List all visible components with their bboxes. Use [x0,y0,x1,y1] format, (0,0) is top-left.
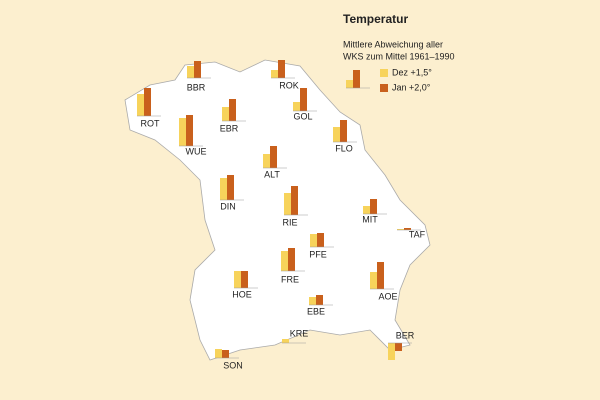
station-label: RIE [282,217,297,227]
station-label: ROK [279,80,299,90]
station-label: KRE [290,328,309,338]
bar [271,70,278,78]
bar [404,228,411,230]
bar [288,248,295,271]
bar [316,295,323,305]
bar [179,118,186,146]
bar [317,233,324,247]
bar [333,127,340,142]
bar [263,154,270,168]
station-label: BBR [187,82,206,92]
subtitle: Mittlere Abweichung aller [343,39,443,49]
station-label: MIT [362,214,378,224]
station-label: BER [396,330,415,340]
bar [377,262,384,289]
bavaria-outline [124,59,431,361]
bar [220,178,227,200]
bar [395,343,402,351]
station-label: PFE [309,249,327,259]
legend-icon [353,70,360,88]
station-label: FRE [281,274,299,284]
bar [194,61,201,78]
station-label: TAF [409,229,426,239]
bar [241,271,248,288]
bar [227,175,234,200]
bar [229,99,236,121]
bar [293,102,300,111]
bar [270,146,277,168]
bar [186,115,193,146]
bar [300,88,307,111]
station-label: WUE [186,146,207,156]
station-label: DIN [220,201,236,211]
bar [278,60,285,78]
bar [222,350,229,358]
bar [284,193,291,215]
bar [222,107,229,121]
station-label: SON [223,360,243,370]
bar [340,120,347,142]
station-label: ROT [141,118,161,128]
bar [282,339,289,343]
legend-label: Jan +2,0° [392,82,431,92]
legend-label: Dez +1,5° [392,67,432,77]
bar [281,251,288,271]
bar [215,349,222,358]
bar [397,229,404,230]
station-label: FLO [335,143,353,153]
station-label: AOE [378,291,397,301]
station-label: EBR [220,123,239,133]
bar [388,343,395,360]
bar [234,271,241,288]
bar [137,94,144,116]
bar [187,66,194,78]
title: Temperatur [343,12,408,26]
station-label: GOL [293,111,312,121]
bar [363,206,370,214]
legend-swatch [380,84,388,92]
legend-swatch [380,69,388,77]
station-label: ALT [264,169,280,179]
bar [370,199,377,214]
subtitle: WKS zum Mittel 1961–1990 [343,51,455,61]
station-label: HOE [232,289,252,299]
bar [291,186,298,215]
bar [144,88,151,116]
bar [309,297,316,305]
bar [310,234,317,247]
station-label: EBE [307,306,325,316]
bar [370,272,377,289]
legend-icon [346,80,353,88]
